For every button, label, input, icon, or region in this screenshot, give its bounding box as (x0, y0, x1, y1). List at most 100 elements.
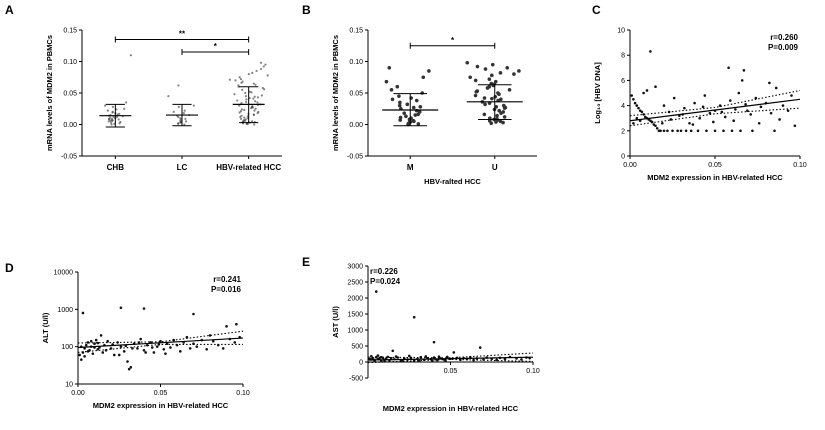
data-point (233, 93, 236, 96)
ci-lower-band (367, 358, 534, 364)
data-point (732, 119, 735, 123)
data-point (489, 121, 494, 126)
data-point (769, 111, 773, 115)
data-point (238, 104, 241, 107)
data-point (483, 67, 488, 71)
data-point (179, 350, 182, 353)
data-point (485, 86, 490, 90)
data-point (83, 355, 86, 358)
data-point (737, 91, 741, 95)
data-point (407, 354, 411, 358)
panel-C: 0 2 4 6 8 10 Log₁₀ [HBV DNA] 0.00 0.05 0.10 r=0.26… (593, 28, 807, 183)
data-point (240, 117, 243, 120)
data-point (118, 122, 121, 125)
data-point (254, 100, 257, 103)
y-tick-label: 100 (61, 344, 73, 351)
data-point (786, 109, 790, 112)
data-point (262, 65, 265, 68)
data-point (248, 90, 251, 93)
data-point (244, 100, 248, 103)
data-point (184, 120, 188, 123)
data-point (111, 111, 114, 114)
data-point (734, 108, 737, 111)
data-point (81, 311, 85, 315)
data-point (91, 352, 95, 355)
data-point (240, 81, 243, 85)
category-label: U (492, 163, 498, 172)
data-point (503, 105, 508, 110)
data-point (642, 113, 645, 116)
data-point (192, 104, 195, 107)
data-point (666, 129, 669, 133)
data-point (164, 352, 167, 355)
data-point (221, 347, 225, 350)
stat-r: r=0.241 (213, 275, 241, 284)
significance-label: * (451, 36, 455, 45)
data-point (254, 83, 257, 86)
y-tick-label: 0.00 (63, 122, 77, 129)
stat-p: P=0.016 (211, 285, 242, 294)
data-point (384, 79, 389, 84)
data-point (172, 110, 175, 113)
y-tick-label: 4 (621, 103, 625, 110)
data-point (517, 69, 521, 73)
data-point (671, 129, 674, 133)
data-point (245, 98, 248, 101)
data-point (744, 103, 747, 106)
data-point (490, 73, 494, 78)
data-point (259, 67, 263, 71)
data-point (253, 109, 256, 112)
regression-line (77, 337, 244, 349)
ci-upper-band (367, 352, 534, 359)
data-point (162, 348, 166, 351)
data-point (117, 353, 121, 357)
x-axis-label: MDM2 expression in HBV-related HCC (383, 404, 519, 413)
x-tick-label: 0.05 (444, 368, 458, 375)
data-point (397, 94, 401, 98)
data-point (136, 347, 139, 350)
data-point (387, 66, 392, 70)
data-point (696, 129, 700, 133)
data-point (239, 115, 242, 119)
x-tick-label: 0.00 (623, 162, 637, 169)
y-tick-label: 0.05 (63, 91, 77, 98)
data-point (662, 129, 666, 133)
data-point (96, 341, 100, 345)
data-point (417, 359, 421, 363)
panel-letter-c: C (592, 3, 601, 17)
data-point (119, 345, 123, 348)
data-point (662, 104, 666, 107)
data-point (520, 358, 523, 361)
ci-upper-band (77, 330, 244, 344)
y-tick-label: 3000 (347, 264, 363, 271)
data-point (252, 113, 256, 117)
panel-A: -0.05 0.00 0.05 0.10 0.15 mRNA levels of MDM2… (45, 28, 282, 172)
data-point (115, 115, 119, 119)
data-point (633, 101, 637, 105)
data-point (503, 357, 507, 361)
data-point (640, 110, 644, 114)
data-point (110, 123, 113, 126)
x-tick-label: 0.00 (71, 390, 85, 397)
ci-lower-band (629, 107, 801, 127)
data-point (427, 69, 431, 73)
data-point (183, 123, 186, 126)
data-point (632, 98, 635, 101)
data-point (131, 347, 134, 350)
y-tick-label: 10 (65, 382, 73, 389)
data-point (179, 121, 182, 124)
data-point (112, 115, 115, 119)
data-point (390, 97, 395, 102)
data-point (240, 108, 243, 111)
data-point (412, 119, 416, 124)
data-point (183, 109, 186, 112)
data-point (144, 351, 147, 354)
y-tick-label: 6 (621, 78, 625, 85)
data-point (645, 89, 649, 92)
stat-p: P=0.009 (768, 43, 799, 52)
data-point (260, 94, 263, 97)
data-point (142, 348, 146, 352)
data-point (228, 78, 231, 81)
data-point (740, 79, 744, 82)
data-point (742, 69, 746, 72)
